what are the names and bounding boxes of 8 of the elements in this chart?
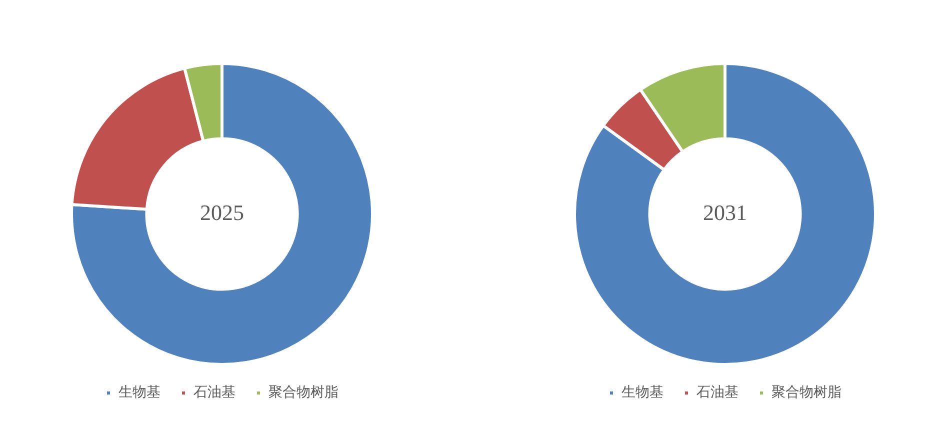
legend-label: 聚合物树脂 bbox=[268, 384, 338, 401]
legend-label: 石油基 bbox=[194, 384, 236, 401]
legend-label: 生物基 bbox=[622, 384, 664, 401]
legend-label: 生物基 bbox=[118, 384, 160, 401]
legend-label: 石油基 bbox=[696, 384, 738, 401]
text: 2031 bbox=[703, 200, 747, 225]
legend-label: 聚合物树脂 bbox=[772, 384, 842, 401]
text: 2025 bbox=[200, 200, 244, 225]
